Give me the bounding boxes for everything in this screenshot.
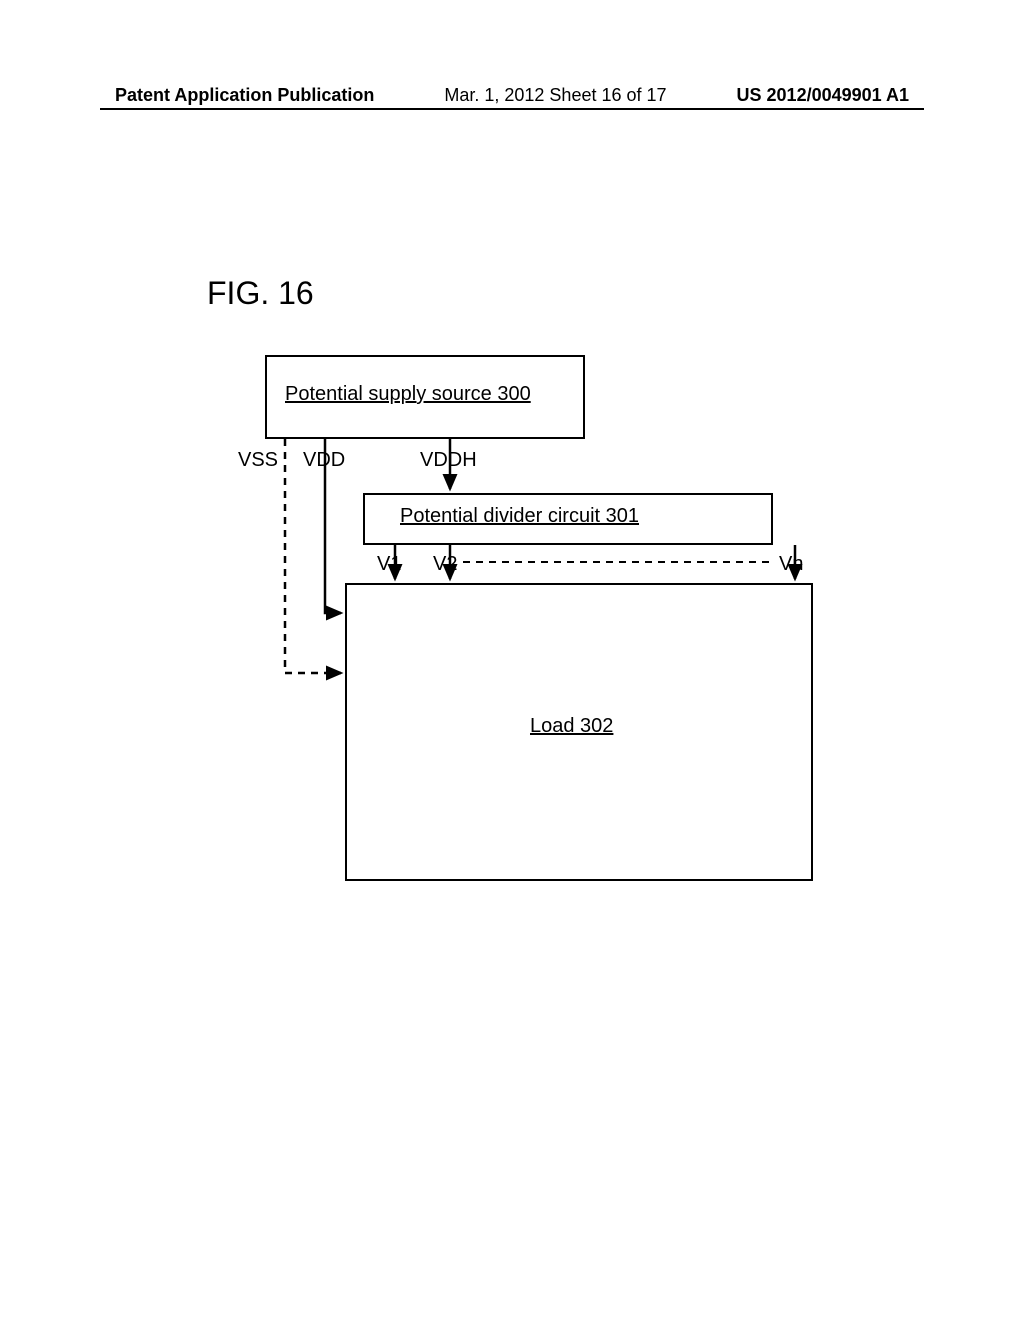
header-date-sheet: Mar. 1, 2012 Sheet 16 of 17 — [444, 85, 666, 106]
figure-label: FIG. 16 — [207, 275, 314, 312]
connections-svg — [255, 355, 815, 915]
page-header: Patent Application Publication Mar. 1, 2… — [0, 85, 1024, 106]
circuit-diagram: Potential supply source 300 Potential di… — [255, 355, 815, 915]
vss-line — [285, 439, 341, 673]
header-divider — [100, 108, 924, 110]
header-patent-number: US 2012/0049901 A1 — [737, 85, 909, 106]
vdd-line — [325, 439, 341, 613]
header-publication: Patent Application Publication — [115, 85, 374, 106]
